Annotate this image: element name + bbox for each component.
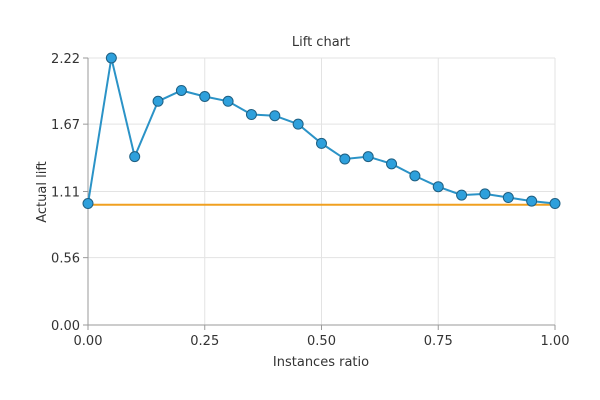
y-axis-label: Actual lift [35, 161, 50, 223]
lift-data-point [386, 158, 398, 170]
y-tick-label: 2.22 [51, 52, 80, 67]
lift-data-point [316, 137, 327, 149]
lift-data-point [409, 170, 421, 182]
x-axis-label: Instances ratio [273, 355, 369, 370]
lift-data-point [339, 153, 351, 165]
lift-data-point [432, 181, 444, 193]
axis-layer [83, 57, 556, 330]
lift-data-point [479, 188, 491, 200]
y-tick-label: 1.11 [51, 186, 80, 201]
series-layer [82, 52, 561, 210]
lift-data-point [199, 90, 211, 102]
x-tick-label: 0.25 [190, 334, 219, 349]
x-tick-label: 0.75 [424, 334, 453, 349]
lift-data-point [292, 118, 304, 130]
y-tick-label: 0.00 [51, 319, 80, 334]
lift-data-point [526, 195, 538, 207]
lift-data-point [269, 110, 281, 122]
x-tick-label: 0.50 [307, 334, 336, 349]
lift-data-point [175, 84, 187, 96]
x-tick-label: 1.00 [541, 334, 570, 349]
lift-data-point [105, 52, 117, 64]
lift-data-point [362, 151, 374, 163]
lift-data-point [129, 151, 141, 163]
lift-data-point [549, 198, 561, 210]
text-layer: Lift chart Instances ratio Actual lift 0… [35, 35, 569, 370]
x-tick-label: 0.00 [74, 334, 103, 349]
lift-data-point [502, 192, 514, 204]
lift-data-point [222, 95, 234, 107]
lift-data-point [456, 189, 468, 201]
y-tick-label: 0.56 [51, 252, 80, 267]
lift-data-point [82, 198, 94, 210]
lift-data-point [152, 95, 164, 107]
y-tick-label: 1.67 [51, 118, 80, 133]
chart-title: Lift chart [292, 35, 350, 50]
lift-data-point [245, 109, 257, 121]
